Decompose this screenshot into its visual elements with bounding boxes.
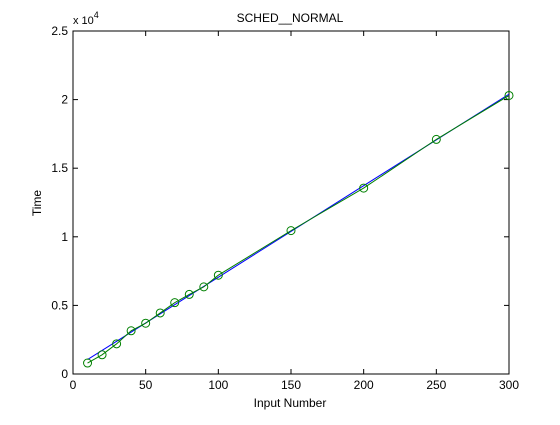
x-tick-label: 50 xyxy=(139,378,153,392)
x-tick-label: 0 xyxy=(70,378,77,392)
y-axis-label: Time xyxy=(30,190,44,217)
y-tick-label: 2.5 xyxy=(51,24,68,38)
data-point-marker xyxy=(359,183,369,193)
y-tick-label: 2 xyxy=(61,93,68,107)
data-point-marker xyxy=(83,358,93,368)
data-point-marker xyxy=(126,326,136,336)
y-multiplier-exponent: 4 xyxy=(94,10,99,20)
y-multiplier-base: x 10 xyxy=(73,15,94,27)
x-tick-label: 150 xyxy=(281,378,301,392)
data-point-marker xyxy=(504,90,514,100)
y-tick-label: 1 xyxy=(61,230,68,244)
data-point-marker xyxy=(184,289,194,299)
x-tick-label: 250 xyxy=(426,378,446,392)
x-ticks: 0 50 100 150 200 250 300 xyxy=(70,31,519,392)
y-ticks: 0 0.5 1 1.5 2 2.5 xyxy=(51,24,509,381)
data-point-marker xyxy=(141,318,151,328)
x-axis-label: Input Number xyxy=(254,396,327,410)
chart-title: SCHED__NORMAL xyxy=(237,11,344,25)
data-point-marker xyxy=(97,350,107,360)
data-point-marker xyxy=(170,298,180,308)
x-tick-label: 200 xyxy=(354,378,374,392)
data-point-marker xyxy=(213,270,223,280)
y-tick-label: 1.5 xyxy=(51,161,68,175)
data-point-marker xyxy=(112,339,122,349)
x-tick-label: 100 xyxy=(208,378,228,392)
data-point-marker xyxy=(286,226,296,236)
series-layer xyxy=(83,90,514,368)
y-tick-label: 0 xyxy=(61,367,68,381)
data-point-marker xyxy=(199,282,209,292)
data-point-marker xyxy=(431,134,441,144)
plot-area-frame xyxy=(72,30,510,375)
data-line xyxy=(87,95,510,364)
x-tick-label: 300 xyxy=(499,378,519,392)
y-tick-label: 0.5 xyxy=(51,298,68,312)
y-multiplier-label: x 104 xyxy=(73,10,99,27)
data-point-marker xyxy=(155,308,165,318)
